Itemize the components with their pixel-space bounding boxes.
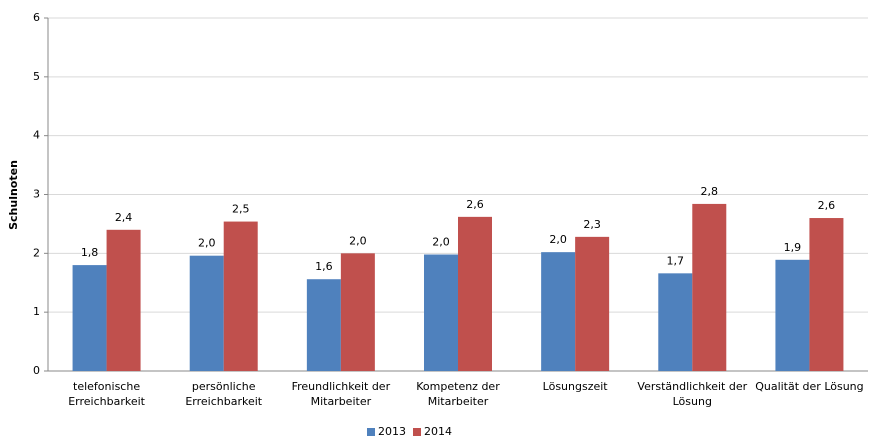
data-label: 1,7 [667, 254, 685, 267]
bar [223, 221, 258, 371]
y-tick-label: 6 [33, 11, 40, 24]
y-tick-label: 5 [33, 70, 40, 83]
y-tick-label: 0 [33, 364, 40, 377]
y-tick-label: 2 [33, 246, 40, 259]
bar [541, 252, 576, 371]
bar [458, 216, 492, 371]
y-tick-label: 1 [33, 305, 40, 318]
x-tick-label: Lösung [673, 395, 712, 408]
x-tick-label: Freundlichkeit der [292, 380, 391, 393]
bar [658, 273, 693, 371]
x-tick-label: Lösungszeit [543, 380, 609, 393]
y-tick-label: 3 [33, 188, 40, 201]
legend-swatch [413, 428, 421, 436]
data-label: 2,6 [818, 199, 836, 212]
bar [775, 259, 810, 371]
bar [72, 265, 107, 371]
data-label: 2,5 [232, 203, 250, 216]
bar [189, 255, 224, 371]
x-tick-label: persönliche [192, 380, 256, 393]
x-tick-label: Mitarbeiter [311, 395, 372, 408]
y-axis-title: Schulnoten [7, 160, 20, 230]
legend-label: 2013 [378, 425, 406, 438]
x-tick-label: Verständlichkeit der [637, 380, 747, 393]
bar [306, 279, 341, 371]
bar [692, 203, 727, 371]
data-label: 2,8 [701, 185, 719, 198]
bar [424, 254, 458, 371]
x-tick-label: Erreichbarkeit [68, 395, 145, 408]
x-tick-label: Qualität der Lösung [755, 380, 863, 393]
legend-label: 2014 [424, 425, 452, 438]
data-label: 2,3 [583, 218, 601, 231]
bar [809, 218, 844, 371]
x-tick-label: Mitarbeiter [428, 395, 489, 408]
x-tick-label: telefonische [73, 380, 140, 393]
data-label: 2,0 [432, 236, 450, 249]
bar [106, 229, 141, 371]
data-label: 2,6 [466, 198, 484, 211]
data-label: 2,0 [549, 233, 567, 246]
data-label: 1,9 [784, 241, 802, 254]
y-tick-label: 4 [33, 129, 40, 142]
data-label: 2,4 [115, 211, 133, 224]
data-label: 2,0 [349, 234, 367, 247]
data-label: 1,6 [315, 260, 333, 273]
bar [340, 253, 375, 371]
data-label: 1,8 [81, 246, 99, 259]
data-label: 2,0 [198, 237, 216, 250]
x-tick-label: Kompetenz der [416, 380, 500, 393]
bar [575, 236, 610, 371]
x-tick-label: Erreichbarkeit [185, 395, 262, 408]
legend-swatch [367, 428, 375, 436]
